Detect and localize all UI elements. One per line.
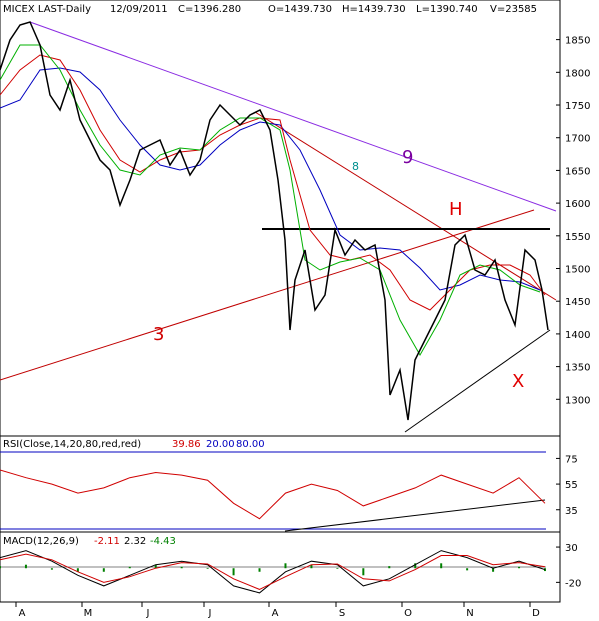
rsi-series xyxy=(0,469,546,520)
price-ytick-label: 1750 xyxy=(565,101,590,112)
header-low: L=1390.740 xyxy=(416,4,478,15)
macd-ytick-label: 30 xyxy=(565,543,578,554)
rsi-value: 39.86 xyxy=(172,439,201,450)
rsi-y-axis: 35 55 75 xyxy=(556,454,578,517)
rsi-title: RSI(Close,14,20,80,red,red) xyxy=(3,439,141,450)
label-x: X xyxy=(512,371,524,392)
price-ytick-label: 1400 xyxy=(565,330,590,341)
red-ascending-trendline xyxy=(0,209,535,381)
price-ytick-label: 1550 xyxy=(565,232,590,243)
price-y-axis: 1300 1350 1400 1450 1500 1550 1600 1650 1700 1750… xyxy=(556,36,590,406)
price-ytick-label: 1600 xyxy=(565,199,590,210)
x-month-label: N xyxy=(466,608,473,619)
header-symbol: MICEX LAST-Daily xyxy=(3,4,91,15)
label-3: 3 xyxy=(153,324,164,345)
fast-moving-average xyxy=(0,44,541,357)
purple-trendline xyxy=(29,21,557,212)
header-date: 12/09/2011 xyxy=(110,4,168,15)
rsi-ytick-label: 55 xyxy=(565,480,578,491)
red-descending-trendline xyxy=(254,111,557,301)
rsi-ytick-label: 75 xyxy=(565,454,578,465)
x-month-label: O xyxy=(404,608,412,619)
signal-series xyxy=(0,553,546,590)
label-9: 9 xyxy=(402,147,413,168)
macd-histogram-value: -4.43 xyxy=(150,536,176,547)
macd-title: MACD(12,26,9) xyxy=(3,536,79,547)
price-ytick-label: 1350 xyxy=(565,363,590,374)
header-volume: V=23585 xyxy=(490,4,537,15)
price-ytick-label: 1300 xyxy=(565,395,590,406)
price-ytick-label: 1700 xyxy=(565,134,590,145)
header-open: O=1439.730 xyxy=(268,4,332,15)
x-month-label: D xyxy=(532,608,540,619)
label-h: H xyxy=(449,199,463,220)
price-ytick-label: 1500 xyxy=(565,265,590,276)
price-ytick-label: 1450 xyxy=(565,297,590,308)
x-month-label: J xyxy=(208,608,212,619)
x-month-label: A xyxy=(19,608,26,619)
price-series xyxy=(0,21,549,421)
rsi-lower: 20.00 xyxy=(206,439,235,450)
x-month-label: S xyxy=(339,608,345,619)
macd-y-axis: -20 30 xyxy=(556,543,581,589)
macd-ytick-label: -20 xyxy=(565,578,581,589)
header-high: H=1439.730 xyxy=(342,4,406,15)
header-close: C=1396.280 xyxy=(178,4,241,15)
support-trendline xyxy=(404,329,551,433)
rsi-ytick-label: 35 xyxy=(565,506,578,517)
price-panel-frame xyxy=(0,0,561,437)
x-month-label: A xyxy=(272,608,279,619)
macd-series xyxy=(0,550,546,594)
macd-signal-value: 2.32 xyxy=(124,536,146,547)
rsi-panel-frame xyxy=(0,435,561,533)
price-ytick-label: 1800 xyxy=(565,68,590,79)
price-ytick-label: 1850 xyxy=(565,36,590,47)
price-ytick-label: 1650 xyxy=(565,166,590,177)
macd-value: -2.11 xyxy=(94,536,120,547)
rsi-upper: 80.00 xyxy=(236,439,265,450)
x-month-label: M xyxy=(84,608,93,619)
x-month-label: J xyxy=(146,608,150,619)
label-8: 8 xyxy=(352,160,359,173)
rsi-trendline xyxy=(284,499,546,532)
macd-histogram xyxy=(0,563,546,576)
